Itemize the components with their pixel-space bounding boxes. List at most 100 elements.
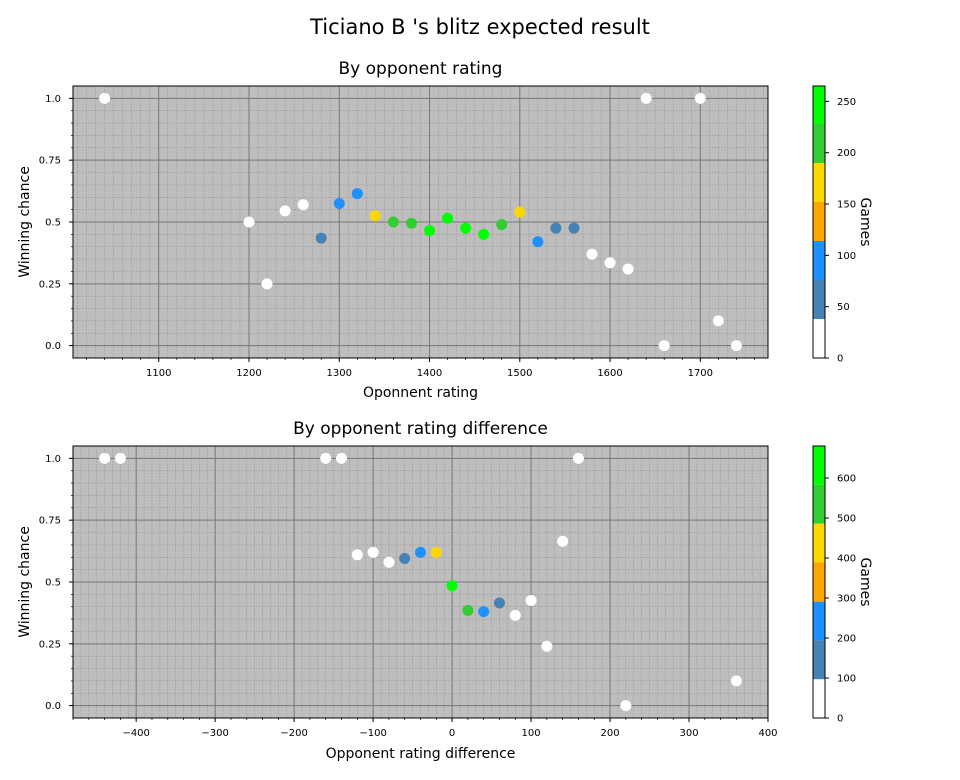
panel-title: By opponent rating bbox=[339, 59, 503, 79]
colorbar-frame bbox=[812, 85, 826, 359]
y-tick-label: 1.0 bbox=[45, 454, 61, 465]
y-tick-label: 0.0 bbox=[45, 701, 61, 712]
colorbar-segment bbox=[813, 484, 825, 524]
colorbar-segment bbox=[813, 640, 825, 680]
colorbar-tick-label: 0 bbox=[837, 714, 843, 725]
colorbar-tick-label: 150 bbox=[837, 200, 856, 211]
y-axis-label: Winning chance bbox=[17, 526, 33, 638]
data-point bbox=[694, 92, 706, 104]
data-point bbox=[730, 675, 742, 687]
data-point bbox=[333, 197, 345, 209]
data-point bbox=[315, 232, 327, 244]
data-point bbox=[586, 248, 598, 260]
x-tick-label: 300 bbox=[679, 728, 698, 739]
data-point bbox=[493, 597, 505, 609]
colorbar-tick-label: 500 bbox=[837, 514, 856, 525]
y-tick-label: 0.25 bbox=[39, 279, 61, 290]
data-point bbox=[712, 315, 724, 327]
data-point bbox=[424, 225, 436, 237]
y-tick-label: 0.5 bbox=[45, 218, 61, 229]
colorbar-tick-label: 200 bbox=[837, 634, 856, 645]
data-point bbox=[550, 222, 562, 234]
y-tick-label: 0.5 bbox=[45, 578, 61, 589]
data-point bbox=[478, 228, 490, 240]
data-point bbox=[622, 263, 634, 275]
colorbar-segment bbox=[813, 562, 825, 602]
colorbar-segment bbox=[813, 601, 825, 641]
colorbar-segment bbox=[813, 162, 825, 202]
data-point bbox=[99, 452, 111, 464]
data-point bbox=[369, 210, 381, 222]
x-tick-label: 1300 bbox=[327, 368, 352, 379]
data-point bbox=[279, 205, 291, 217]
data-point bbox=[336, 452, 348, 464]
data-point bbox=[430, 546, 442, 558]
y-tick-label: 1.0 bbox=[45, 94, 61, 105]
colorbar-segment bbox=[813, 240, 825, 280]
data-point bbox=[99, 92, 111, 104]
data-point bbox=[604, 257, 616, 269]
data-point bbox=[568, 222, 580, 234]
data-point bbox=[525, 595, 537, 607]
colorbar-tick-label: 100 bbox=[837, 674, 856, 685]
data-point bbox=[442, 212, 454, 224]
data-point bbox=[478, 606, 490, 618]
colorbar-tick-label: 100 bbox=[837, 251, 856, 262]
colorbar-tick-label: 50 bbox=[837, 302, 850, 313]
colorbar-label: Games bbox=[857, 198, 873, 247]
colorbar-label: Games bbox=[857, 558, 873, 607]
data-point bbox=[462, 604, 474, 616]
colorbar-tick-label: 250 bbox=[837, 97, 856, 108]
x-axis-label: Oponnent rating bbox=[363, 385, 478, 401]
data-point bbox=[351, 549, 363, 561]
x-tick-label: 1700 bbox=[688, 368, 713, 379]
data-point bbox=[640, 92, 652, 104]
colorbar-frame bbox=[812, 445, 826, 719]
data-point bbox=[514, 206, 526, 218]
y-tick-label: 0.25 bbox=[39, 639, 61, 650]
colorbar-tick-label: 0 bbox=[837, 354, 843, 365]
colorbar-segment bbox=[813, 279, 825, 319]
data-point bbox=[297, 199, 309, 211]
colorbar-tick-label: 200 bbox=[837, 148, 856, 159]
colorbar-segment bbox=[813, 523, 825, 563]
colorbar-segment bbox=[813, 123, 825, 163]
y-tick-label: 0.75 bbox=[39, 156, 61, 167]
x-tick-label: 1400 bbox=[417, 368, 442, 379]
y-axis-label: Winning chance bbox=[17, 166, 33, 278]
data-point bbox=[114, 452, 126, 464]
x-tick-label: 1600 bbox=[597, 368, 622, 379]
data-point bbox=[446, 580, 458, 592]
data-point bbox=[541, 640, 553, 652]
data-point bbox=[557, 535, 569, 547]
data-point bbox=[243, 216, 255, 228]
data-point bbox=[460, 222, 472, 234]
data-point bbox=[509, 609, 521, 621]
x-axis-label: Opponent rating difference bbox=[326, 746, 516, 762]
x-tick-label: −200 bbox=[280, 728, 307, 739]
data-point bbox=[658, 340, 670, 352]
y-tick-label: 0.0 bbox=[45, 341, 61, 352]
data-point bbox=[572, 452, 584, 464]
panel-title: By opponent rating difference bbox=[293, 419, 548, 439]
data-point bbox=[387, 216, 399, 228]
data-point bbox=[415, 546, 426, 558]
x-tick-label: 200 bbox=[600, 728, 619, 739]
colorbar-tick-label: 300 bbox=[837, 594, 856, 605]
x-tick-label: 1100 bbox=[146, 368, 171, 379]
data-point bbox=[261, 278, 273, 290]
data-point bbox=[320, 452, 332, 464]
data-point bbox=[620, 700, 632, 712]
y-tick-label: 0.75 bbox=[39, 516, 61, 527]
x-tick-label: −300 bbox=[201, 728, 228, 739]
colorbar-segment bbox=[813, 679, 825, 718]
x-tick-label: 1500 bbox=[507, 368, 532, 379]
colorbar-segment bbox=[813, 201, 825, 241]
data-point bbox=[383, 556, 395, 568]
x-tick-label: −100 bbox=[359, 728, 386, 739]
x-tick-label: −400 bbox=[122, 728, 149, 739]
colorbar-segment bbox=[813, 86, 825, 124]
data-point bbox=[351, 188, 363, 200]
data-point bbox=[405, 217, 417, 229]
